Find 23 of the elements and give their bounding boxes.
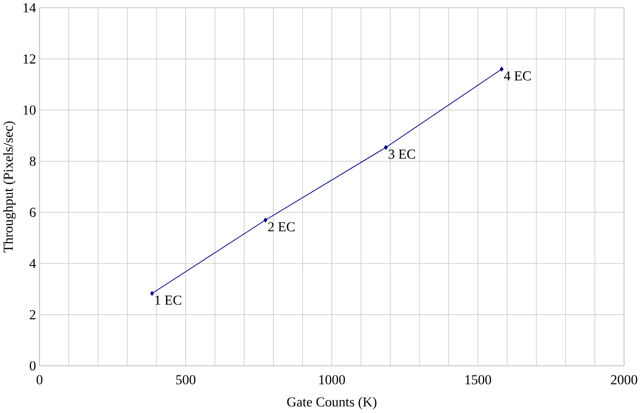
y-tick-label: 4	[30, 259, 36, 268]
x-tick-label: 1000	[319, 375, 345, 385]
y-tick-label: 12	[24, 54, 36, 64]
annotation: 2 EC	[268, 222, 295, 232]
x-tick-label: 0	[36, 375, 42, 385]
y-tick-label: 0	[30, 361, 36, 371]
point	[264, 218, 268, 223]
annotation: 1 EC	[155, 296, 182, 305]
point	[384, 145, 388, 150]
y-tick-label: 14	[24, 3, 36, 12]
annotation: 3 EC	[388, 150, 415, 159]
point	[150, 291, 154, 296]
y-tick-label: 6	[30, 208, 36, 218]
x-axis-title: Gate Counts (K)	[287, 397, 376, 410]
x-tick-label: 500	[176, 375, 196, 385]
x-tick-label: 1500	[465, 375, 492, 385]
y-axis-title: Throughput (Pixels/sec)	[3, 122, 16, 253]
annotation: 4 EC	[504, 72, 531, 81]
y-tick-label: 8	[30, 156, 36, 166]
point	[500, 67, 504, 72]
y-tick-label: 10	[24, 106, 36, 115]
y-tick-label: 2	[30, 310, 36, 320]
x-tick-label: 2000	[610, 375, 638, 385]
